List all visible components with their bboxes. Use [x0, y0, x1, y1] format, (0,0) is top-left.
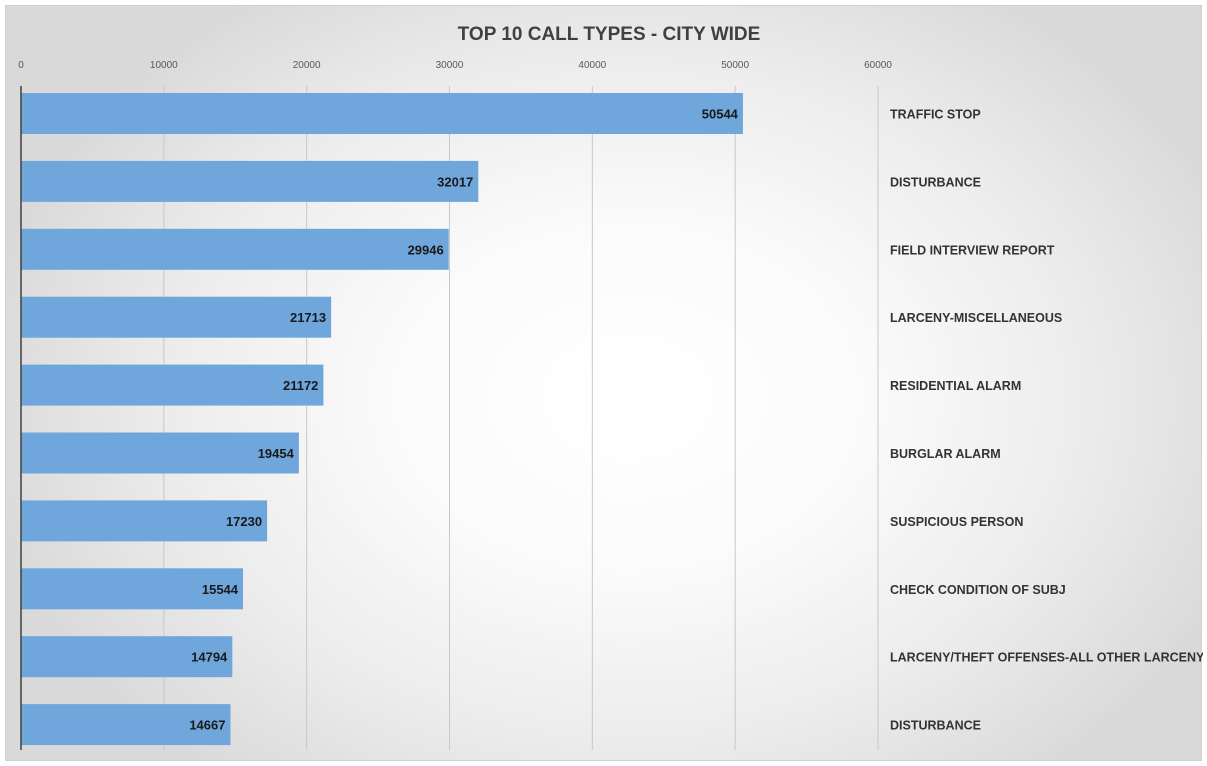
bar-value-labels: 50544 32017 29946 21713 21172 19454 17230 15544…: [189, 107, 738, 733]
bar: [21, 228, 449, 270]
category-label: BURGLAR ALARM: [890, 447, 1001, 461]
bar: [21, 704, 231, 746]
bar-value-label: 15544: [202, 582, 239, 597]
category-labels: TRAFFIC STOP DISTURBANCE FIELD INTERVIEW R…: [890, 108, 1203, 733]
bar: [21, 568, 244, 610]
x-tick-label: 40000: [578, 60, 606, 71]
bar-value-label: 14667: [189, 718, 225, 733]
chart-area: TOP 10 CALL TYPES - CITY WIDE 0 10000 2000…: [5, 5, 1203, 761]
bar: [21, 296, 332, 338]
category-label: SUSPICIOUS PERSON: [890, 515, 1023, 529]
bar: [21, 160, 479, 202]
bar-value-label: 50544: [702, 107, 739, 122]
x-tick-label: 0: [18, 60, 24, 71]
x-tick-label: 50000: [721, 60, 749, 71]
bar-value-label: 14794: [191, 650, 228, 665]
bar: [21, 364, 324, 406]
category-label: TRAFFIC STOP: [890, 108, 981, 122]
x-axis-ticks: 0 10000 20000 30000 40000 50000 60000: [18, 60, 892, 71]
bar: [21, 93, 743, 134]
chart-title: TOP 10 CALL TYPES - CITY WIDE: [458, 24, 761, 45]
category-label: LARCENY/THEFT OFFENSES-ALL OTHER LARCENY: [890, 651, 1203, 665]
x-tick-label: 60000: [864, 60, 892, 71]
category-label: LARCENY-MISCELLANEOUS: [890, 311, 1062, 325]
bar-value-label: 29946: [408, 242, 444, 257]
bar-value-label: 21172: [283, 378, 318, 393]
bar-value-label: 21713: [290, 310, 326, 325]
bar-value-label: 19454: [258, 446, 295, 461]
category-label: DISTURBANCE: [890, 175, 981, 189]
category-label: FIELD INTERVIEW REPORT: [890, 243, 1055, 257]
category-label: DISTURBANCE: [890, 719, 981, 733]
bar: [21, 432, 299, 474]
category-label: CHECK CONDITION OF SUBJ: [890, 583, 1066, 597]
bar-value-label: 32017: [437, 174, 473, 189]
bar: [21, 636, 233, 678]
bar-value-label: 17230: [226, 514, 262, 529]
bar-chart: TOP 10 CALL TYPES - CITY WIDE 0 10000 2000…: [18, 24, 1203, 750]
x-tick-label: 30000: [436, 60, 464, 71]
bar: [21, 500, 268, 542]
category-label: RESIDENTIAL ALARM: [890, 379, 1021, 393]
x-tick-label: 10000: [150, 60, 178, 71]
x-tick-label: 20000: [293, 60, 321, 71]
bars: [21, 93, 743, 746]
